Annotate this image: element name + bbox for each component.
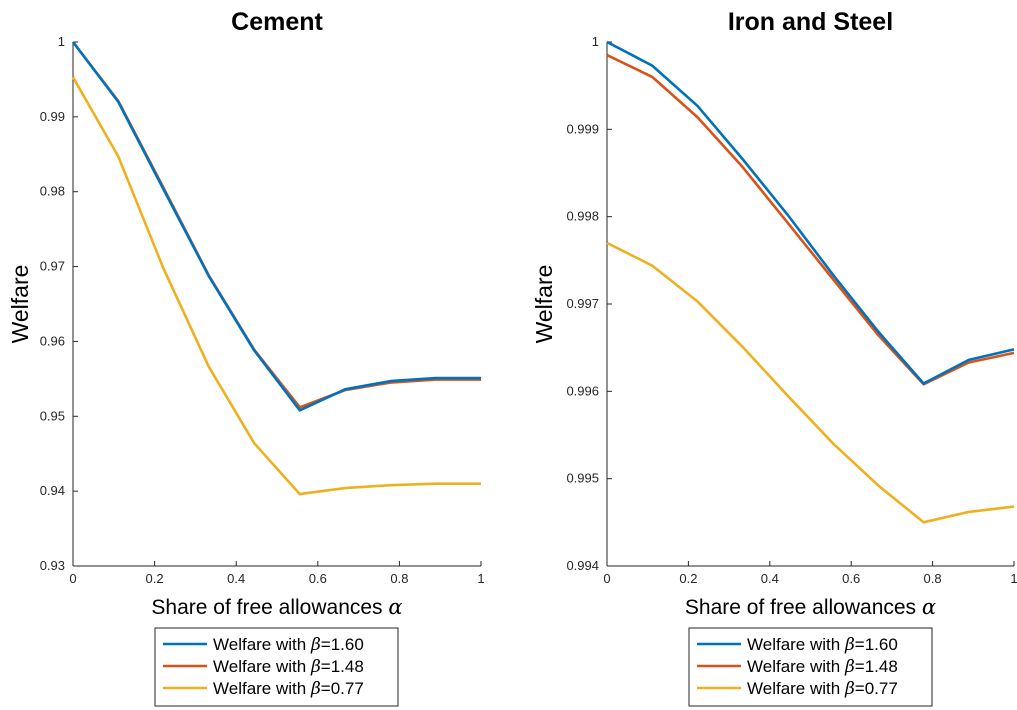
legend-entry-value: =0.77 — [855, 679, 898, 698]
y-tick-label: 0.94 — [40, 483, 65, 498]
y-tick-label: 0.96 — [40, 333, 65, 348]
legend-entry-prefix: Welfare with — [747, 679, 845, 698]
legend-entry-value: =1.60 — [321, 635, 364, 654]
y-tick-label: 0.994 — [566, 558, 599, 573]
x-tick-label: 0.2 — [679, 571, 697, 586]
x-tick-label: 0.4 — [761, 571, 779, 586]
series-line-0 — [71, 41, 481, 412]
y-axis-label: Welfare — [531, 265, 557, 344]
legend-entry-1: Welfare with β=1.48 — [747, 657, 898, 677]
legend-entry-prefix: Welfare with — [747, 635, 845, 654]
x-axis-label: Share of free allowances α — [685, 595, 936, 619]
y-tick-label: 0.997 — [566, 296, 599, 311]
series-line-1 — [71, 41, 481, 409]
x-axis-label-symbol: α — [922, 595, 936, 619]
series-line-2 — [71, 76, 481, 496]
legend-entry-symbol: β — [310, 679, 321, 699]
legend-entry-value: =1.48 — [321, 657, 364, 676]
legend-entry-0: Welfare with β=1.60 — [213, 635, 364, 655]
y-tick-label: 0.998 — [566, 209, 599, 224]
legend-entry-prefix: Welfare with — [747, 657, 845, 676]
x-tick-label: 0.4 — [227, 571, 245, 586]
x-tick-label: 0.2 — [146, 571, 164, 586]
x-tick-label: 0 — [603, 571, 610, 586]
legend-entry-0: Welfare with β=1.60 — [747, 635, 898, 655]
x-axis-label-text: Share of free allowances — [151, 596, 388, 619]
y-tick-label: 0.999 — [566, 121, 599, 136]
y-tick-label: 0.99 — [40, 109, 65, 124]
series-line-0 — [606, 40, 1015, 385]
legend-entry-value: =1.48 — [855, 657, 898, 676]
legend-entry-symbol: β — [844, 635, 855, 655]
chart-title: Iron and Steel — [728, 8, 893, 36]
y-tick-label: 0.93 — [40, 558, 65, 573]
x-axis-label-text: Share of free allowances — [685, 596, 922, 619]
x-axis-label: Share of free allowances α — [151, 595, 402, 619]
x-tick-label: 1 — [1010, 571, 1017, 586]
x-tick-label: 0 — [69, 571, 76, 586]
legend-entry-symbol: β — [844, 657, 855, 677]
legend-entry-value: =0.77 — [321, 679, 364, 698]
chart-title: Cement — [231, 8, 323, 36]
y-tick-label: 0.95 — [40, 408, 65, 423]
x-tick-label: 0.8 — [924, 571, 942, 586]
y-axis-label: Welfare — [7, 265, 33, 344]
series-line-1 — [606, 53, 1015, 386]
legend-entry-symbol: β — [844, 679, 855, 699]
y-tick-label: 1 — [592, 34, 599, 49]
chart-panel-1: Iron and Steel 0.994 0.995 0.996 0.997 0.998 0… — [531, 8, 1017, 707]
y-tick-label: 0.97 — [40, 259, 65, 274]
legend-entry-2: Welfare with β=0.77 — [747, 679, 898, 699]
chart-panel-0: Cement 0.93 0.94 0.95 0.96 0.97 0.98 0.99 1 0 0.2 0… — [7, 8, 485, 707]
x-tick-label: 0.8 — [390, 571, 408, 586]
series-line-2 — [606, 241, 1015, 524]
x-tick-label: 0.6 — [842, 571, 860, 586]
legend-entry-symbol: β — [310, 657, 321, 677]
y-tick-label: 1 — [58, 34, 65, 49]
legend-entry-1: Welfare with β=1.48 — [213, 657, 364, 677]
y-tick-label: 0.995 — [566, 471, 599, 486]
legend-entry-prefix: Welfare with — [213, 657, 311, 676]
legend-entry-2: Welfare with β=0.77 — [213, 679, 364, 699]
y-tick-label: 0.98 — [40, 184, 65, 199]
legend-entry-value: =1.60 — [855, 635, 898, 654]
legend-entry-prefix: Welfare with — [213, 635, 311, 654]
legend-entry-symbol: β — [310, 635, 321, 655]
legend-entry-prefix: Welfare with — [213, 679, 311, 698]
y-tick-label: 0.996 — [566, 383, 599, 398]
x-axis-label-symbol: α — [388, 595, 402, 619]
x-tick-label: 0.6 — [309, 571, 327, 586]
x-tick-label: 1 — [477, 571, 484, 586]
